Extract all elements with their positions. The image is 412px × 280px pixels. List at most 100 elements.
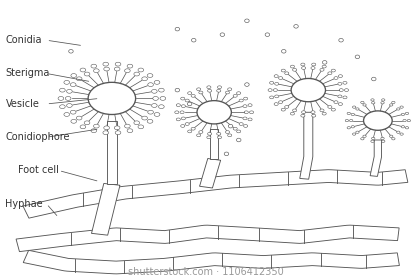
Ellipse shape (127, 129, 133, 133)
Ellipse shape (138, 68, 144, 72)
Ellipse shape (301, 63, 305, 66)
Ellipse shape (218, 86, 222, 88)
Ellipse shape (185, 123, 189, 125)
Ellipse shape (311, 111, 315, 114)
Ellipse shape (208, 132, 212, 135)
Ellipse shape (403, 120, 406, 122)
Ellipse shape (154, 113, 160, 116)
Ellipse shape (228, 88, 232, 91)
Text: shutterstock.com · 1106412350: shutterstock.com · 1106412350 (128, 267, 284, 277)
Ellipse shape (91, 64, 97, 68)
Ellipse shape (269, 96, 274, 99)
Ellipse shape (372, 137, 375, 139)
Polygon shape (23, 250, 399, 274)
Ellipse shape (114, 67, 120, 71)
Ellipse shape (339, 89, 343, 92)
Ellipse shape (70, 83, 76, 87)
Ellipse shape (334, 77, 338, 80)
Ellipse shape (405, 127, 409, 129)
Ellipse shape (175, 27, 180, 31)
Text: Conidia: Conidia (5, 35, 42, 45)
Ellipse shape (285, 72, 289, 75)
Ellipse shape (344, 89, 349, 92)
Ellipse shape (381, 102, 384, 104)
Ellipse shape (331, 108, 335, 111)
Ellipse shape (392, 101, 395, 104)
Ellipse shape (103, 62, 109, 66)
Ellipse shape (224, 152, 229, 156)
Polygon shape (210, 129, 218, 159)
Ellipse shape (311, 67, 315, 69)
Ellipse shape (323, 60, 327, 64)
Ellipse shape (248, 118, 252, 121)
Ellipse shape (217, 89, 221, 92)
Ellipse shape (228, 134, 232, 137)
Ellipse shape (185, 99, 189, 102)
Ellipse shape (397, 131, 400, 133)
Ellipse shape (91, 129, 97, 133)
Ellipse shape (134, 121, 140, 125)
Text: Sterigma: Sterigma (5, 69, 50, 78)
Ellipse shape (94, 124, 99, 128)
Ellipse shape (124, 124, 130, 128)
Ellipse shape (347, 112, 351, 115)
Ellipse shape (239, 99, 243, 102)
Ellipse shape (197, 101, 232, 124)
Ellipse shape (233, 94, 237, 97)
Ellipse shape (250, 111, 254, 114)
Ellipse shape (84, 121, 90, 125)
Ellipse shape (274, 75, 278, 78)
Ellipse shape (225, 131, 229, 134)
Ellipse shape (243, 125, 248, 127)
Ellipse shape (382, 99, 385, 101)
Ellipse shape (302, 111, 306, 114)
Ellipse shape (217, 132, 221, 135)
Ellipse shape (142, 116, 147, 120)
Ellipse shape (80, 68, 86, 72)
Ellipse shape (339, 38, 343, 42)
Ellipse shape (361, 138, 364, 140)
Ellipse shape (218, 136, 222, 139)
Ellipse shape (281, 108, 286, 111)
Ellipse shape (290, 65, 295, 68)
Ellipse shape (64, 80, 70, 84)
Ellipse shape (199, 131, 203, 134)
Ellipse shape (60, 88, 65, 92)
Polygon shape (300, 112, 313, 179)
Ellipse shape (70, 110, 76, 114)
Ellipse shape (338, 75, 342, 78)
Polygon shape (16, 225, 399, 252)
Ellipse shape (371, 99, 374, 101)
Ellipse shape (154, 80, 160, 84)
Ellipse shape (152, 104, 157, 108)
Polygon shape (107, 121, 117, 184)
Ellipse shape (199, 91, 203, 94)
Text: Hyphae: Hyphae (5, 199, 43, 209)
Ellipse shape (187, 102, 192, 106)
Polygon shape (91, 183, 120, 235)
Ellipse shape (115, 62, 121, 66)
Ellipse shape (353, 133, 356, 135)
Ellipse shape (236, 92, 241, 95)
Ellipse shape (181, 125, 185, 127)
Text: Vesicle: Vesicle (5, 99, 40, 109)
Ellipse shape (208, 89, 212, 92)
Ellipse shape (76, 77, 82, 81)
Ellipse shape (291, 78, 325, 102)
Ellipse shape (363, 104, 366, 106)
Ellipse shape (322, 65, 326, 68)
Ellipse shape (207, 86, 211, 88)
Ellipse shape (175, 111, 179, 114)
Ellipse shape (148, 110, 153, 114)
Ellipse shape (160, 97, 166, 100)
Ellipse shape (275, 82, 279, 85)
Ellipse shape (181, 97, 185, 100)
Ellipse shape (361, 101, 364, 104)
Ellipse shape (356, 108, 359, 110)
Ellipse shape (381, 137, 384, 139)
Ellipse shape (311, 114, 316, 117)
Ellipse shape (293, 109, 297, 112)
Ellipse shape (187, 130, 192, 133)
Ellipse shape (372, 102, 375, 104)
Ellipse shape (76, 116, 82, 120)
